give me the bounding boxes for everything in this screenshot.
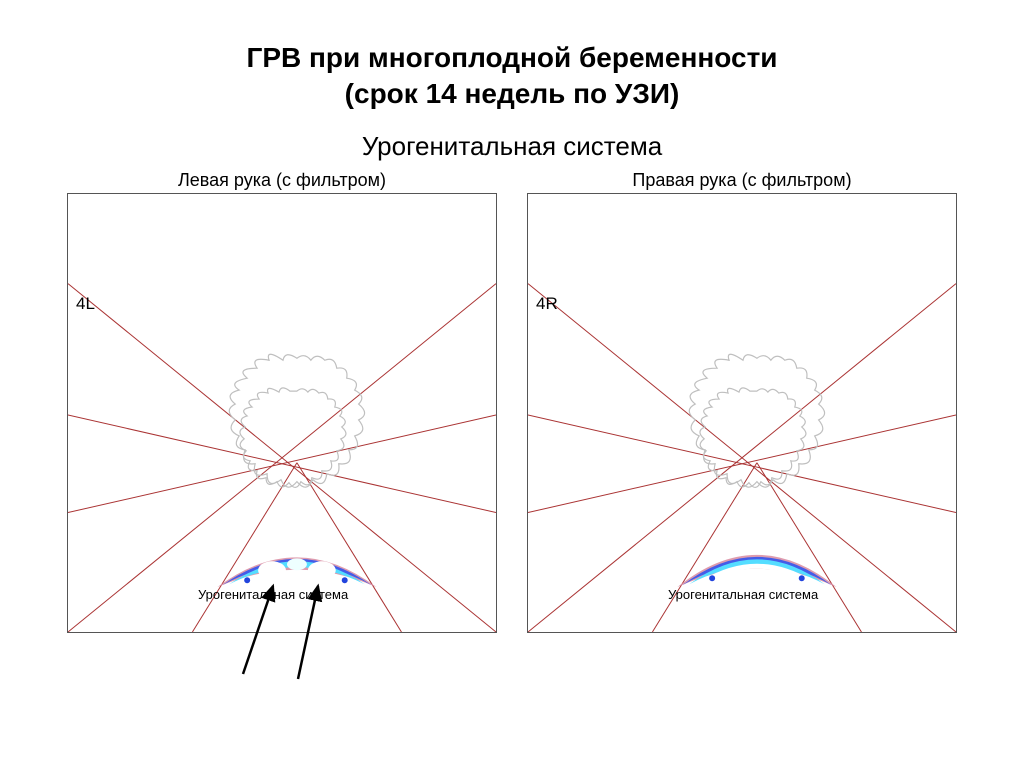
left-panel-wrap: Левая рука (с фильтром) [67, 170, 497, 633]
panels-row: Левая рука (с фильтром) [0, 170, 1024, 633]
sector-lines [528, 283, 956, 631]
left-diagram-svg [68, 194, 496, 632]
right-panel-wrap: Правая рука (с фильтром) [527, 170, 957, 633]
left-corner-label: 4L [76, 294, 95, 314]
right-corner-label: 4R [536, 294, 558, 314]
title-line-1: ГРВ при многоплодной беременности [246, 42, 777, 73]
right-panel: 4R Урогенитальная система [527, 193, 957, 633]
left-bottom-label: Урогенитальная система [198, 587, 348, 602]
heatmap-arc [677, 555, 836, 587]
main-title: ГРВ при многоплодной беременности (срок … [0, 0, 1024, 113]
heatmap-arc [217, 557, 376, 587]
left-panel: 4L Урогенитальная система [67, 193, 497, 633]
subtitle: Урогенитальная система [0, 131, 1024, 162]
left-panel-label: Левая рука (с фильтром) [178, 170, 386, 191]
right-panel-label: Правая рука (с фильтром) [632, 170, 851, 191]
right-diagram-svg [528, 194, 956, 632]
title-line-2: (срок 14 недель по УЗИ) [345, 78, 680, 109]
sector-lines [68, 283, 496, 631]
right-bottom-label: Урогенитальная система [668, 587, 818, 602]
